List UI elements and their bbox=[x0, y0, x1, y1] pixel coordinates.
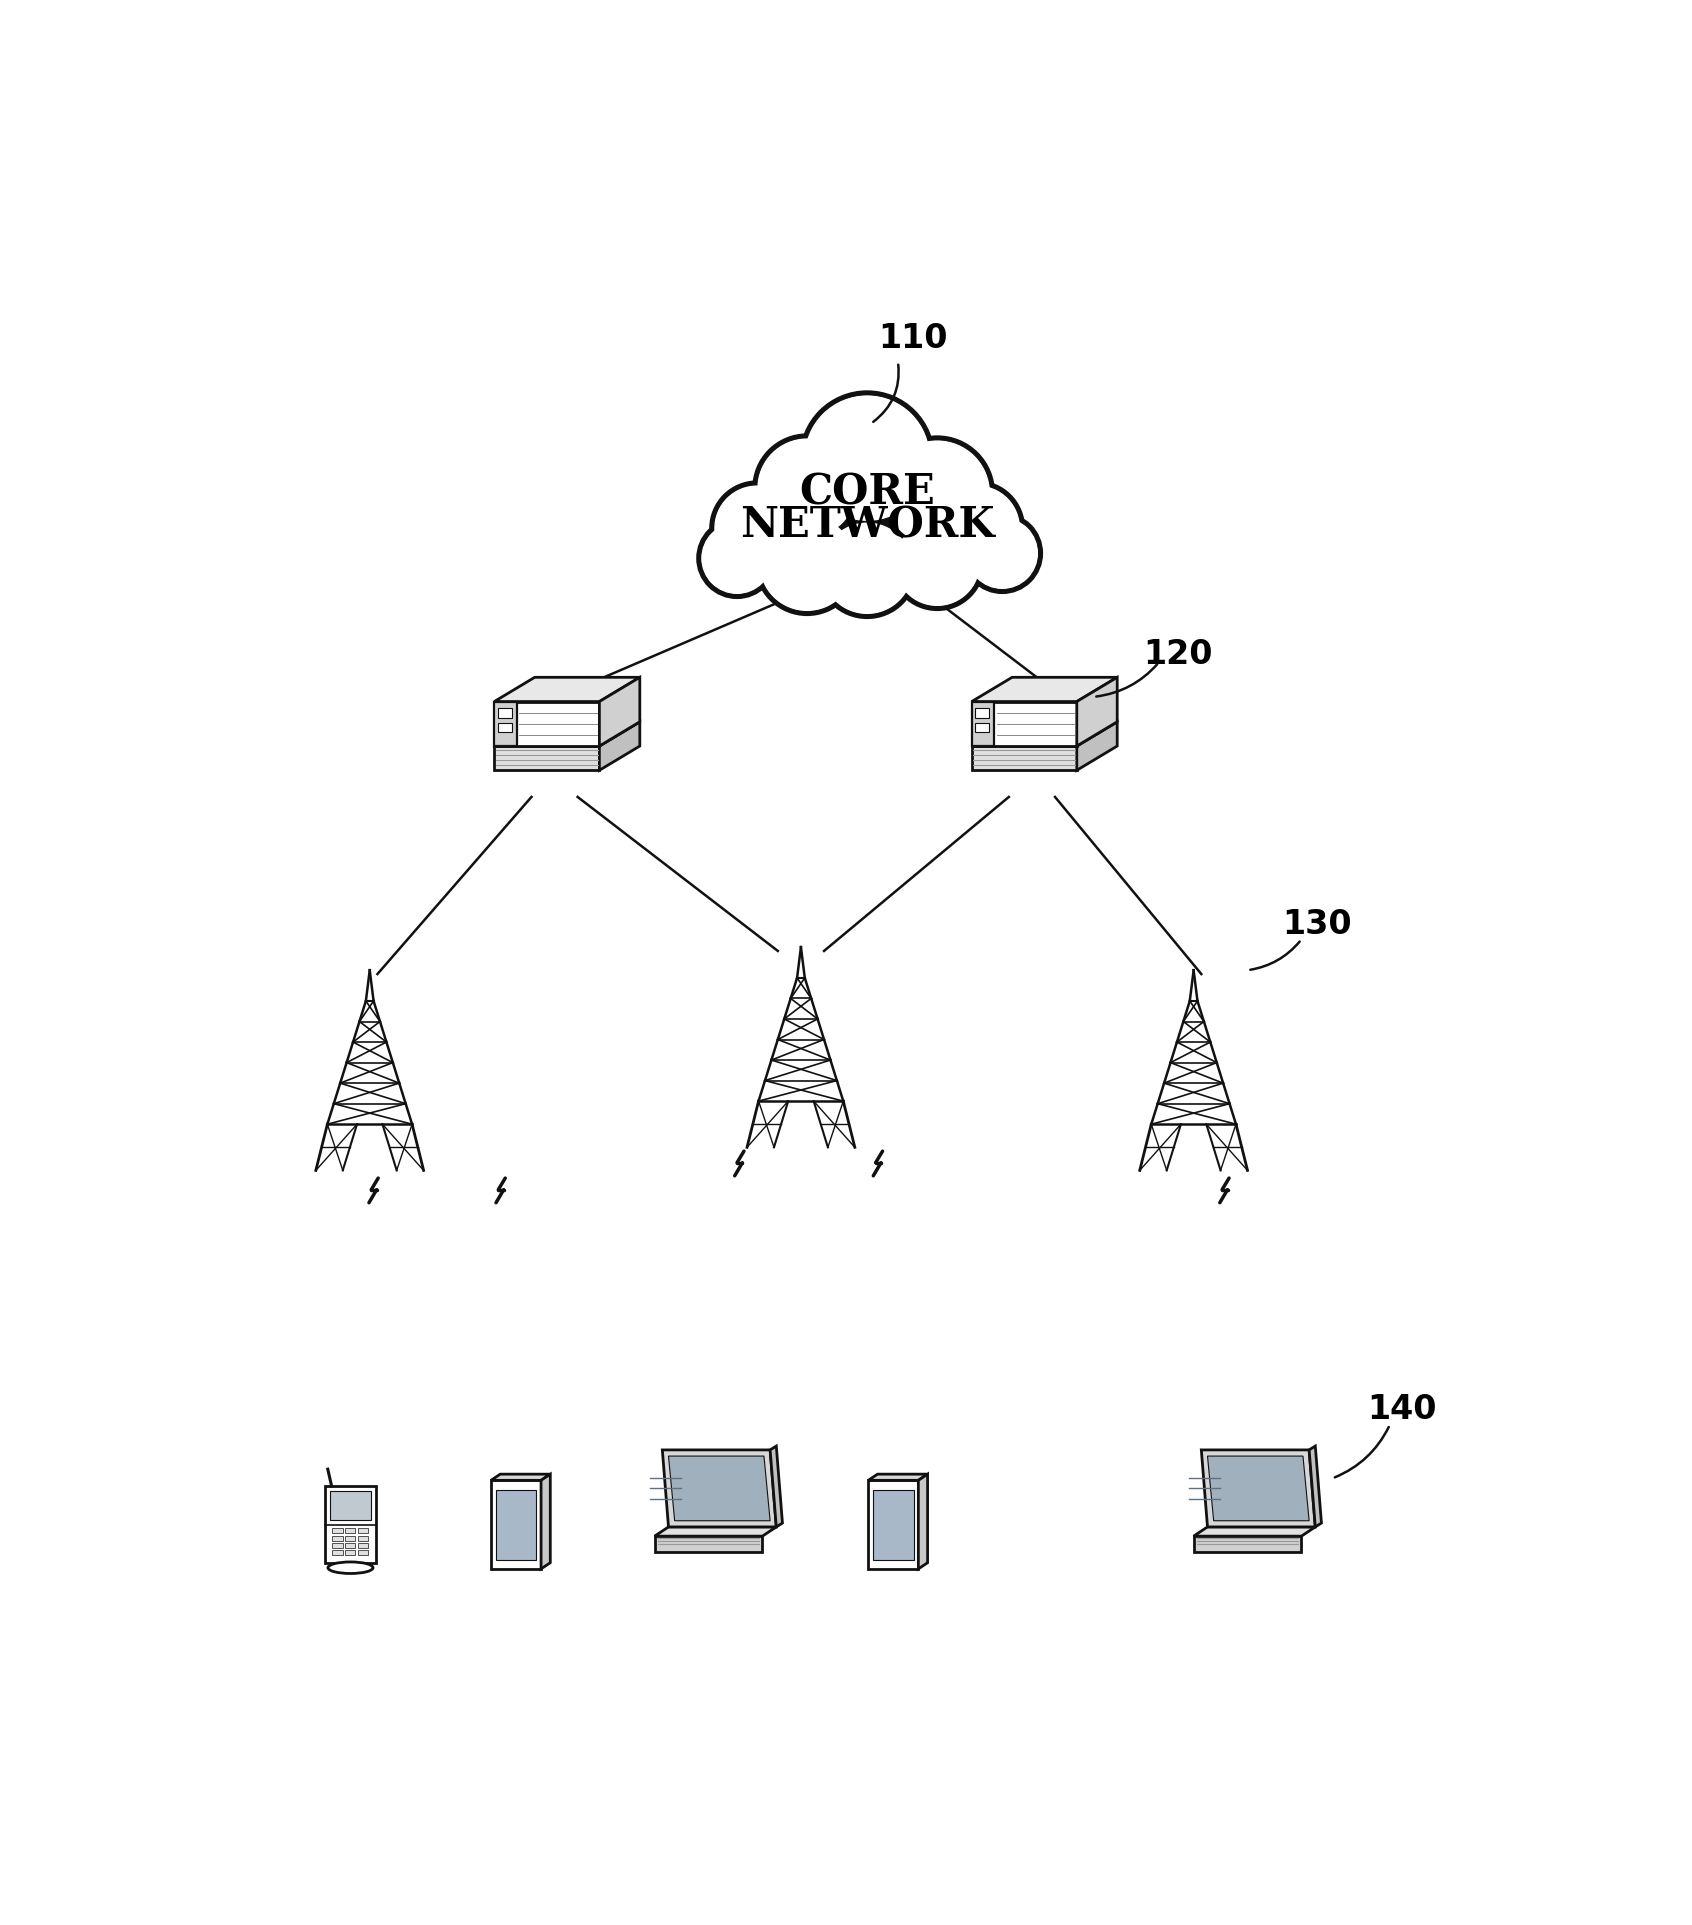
FancyArrowPatch shape bbox=[1250, 941, 1299, 970]
Polygon shape bbox=[971, 701, 1076, 747]
Bar bbox=[357, 1550, 367, 1555]
Circle shape bbox=[964, 516, 1041, 591]
FancyArrowPatch shape bbox=[1096, 664, 1157, 697]
Bar bbox=[345, 1544, 355, 1548]
Polygon shape bbox=[971, 701, 995, 747]
Circle shape bbox=[805, 397, 929, 520]
Polygon shape bbox=[541, 1475, 550, 1569]
Text: 120: 120 bbox=[1144, 637, 1213, 672]
FancyArrowPatch shape bbox=[1335, 1426, 1389, 1476]
Polygon shape bbox=[494, 701, 599, 747]
Circle shape bbox=[760, 516, 854, 610]
Bar bbox=[345, 1550, 355, 1555]
Circle shape bbox=[712, 483, 802, 574]
Circle shape bbox=[702, 524, 772, 593]
Polygon shape bbox=[868, 1475, 927, 1480]
Circle shape bbox=[822, 524, 912, 614]
Polygon shape bbox=[971, 678, 1117, 701]
Text: CORE: CORE bbox=[799, 472, 936, 514]
Circle shape bbox=[892, 518, 983, 608]
Bar bbox=[357, 1544, 367, 1548]
Polygon shape bbox=[971, 747, 1076, 770]
Polygon shape bbox=[599, 722, 640, 770]
Circle shape bbox=[755, 437, 860, 541]
Bar bbox=[332, 1536, 343, 1540]
Polygon shape bbox=[1076, 722, 1117, 770]
Polygon shape bbox=[655, 1536, 763, 1552]
Polygon shape bbox=[668, 1455, 770, 1521]
Bar bbox=[332, 1550, 343, 1555]
Circle shape bbox=[716, 487, 799, 570]
Circle shape bbox=[758, 439, 856, 537]
Bar bbox=[975, 722, 990, 732]
Circle shape bbox=[699, 520, 775, 597]
Circle shape bbox=[936, 487, 1019, 570]
Circle shape bbox=[968, 518, 1037, 589]
Bar bbox=[497, 722, 513, 732]
Bar bbox=[332, 1528, 343, 1534]
Polygon shape bbox=[1208, 1455, 1310, 1521]
Polygon shape bbox=[662, 1450, 777, 1527]
Text: NETWORK: NETWORK bbox=[739, 504, 995, 547]
Polygon shape bbox=[868, 1480, 919, 1569]
Polygon shape bbox=[655, 1527, 777, 1536]
Polygon shape bbox=[1076, 678, 1117, 747]
Ellipse shape bbox=[328, 1561, 372, 1573]
Polygon shape bbox=[599, 678, 640, 747]
Bar bbox=[496, 1490, 536, 1559]
Bar bbox=[357, 1536, 367, 1540]
Bar bbox=[357, 1528, 367, 1534]
Polygon shape bbox=[1193, 1527, 1315, 1536]
Polygon shape bbox=[491, 1480, 541, 1569]
Bar bbox=[332, 1544, 343, 1548]
Polygon shape bbox=[1310, 1446, 1321, 1527]
Text: 140: 140 bbox=[1367, 1392, 1437, 1426]
FancyArrowPatch shape bbox=[873, 364, 898, 422]
Bar bbox=[975, 708, 990, 718]
Bar bbox=[330, 1490, 371, 1521]
Polygon shape bbox=[494, 722, 640, 747]
Circle shape bbox=[819, 520, 915, 616]
Text: 130: 130 bbox=[1283, 907, 1352, 941]
Polygon shape bbox=[1193, 1536, 1301, 1552]
Circle shape bbox=[882, 439, 992, 549]
Polygon shape bbox=[971, 722, 1117, 747]
Bar bbox=[873, 1490, 914, 1559]
Polygon shape bbox=[494, 701, 518, 747]
Circle shape bbox=[895, 522, 980, 604]
Polygon shape bbox=[1201, 1450, 1315, 1527]
Circle shape bbox=[932, 483, 1022, 574]
Polygon shape bbox=[919, 1475, 927, 1569]
Polygon shape bbox=[494, 678, 640, 701]
Bar bbox=[345, 1528, 355, 1534]
Polygon shape bbox=[325, 1486, 376, 1563]
Polygon shape bbox=[494, 747, 599, 770]
Circle shape bbox=[802, 393, 932, 524]
Circle shape bbox=[885, 441, 990, 545]
Text: 110: 110 bbox=[878, 321, 948, 356]
Circle shape bbox=[756, 514, 858, 614]
Bar bbox=[345, 1536, 355, 1540]
Bar bbox=[497, 708, 513, 718]
Polygon shape bbox=[491, 1475, 550, 1480]
Polygon shape bbox=[770, 1446, 782, 1527]
